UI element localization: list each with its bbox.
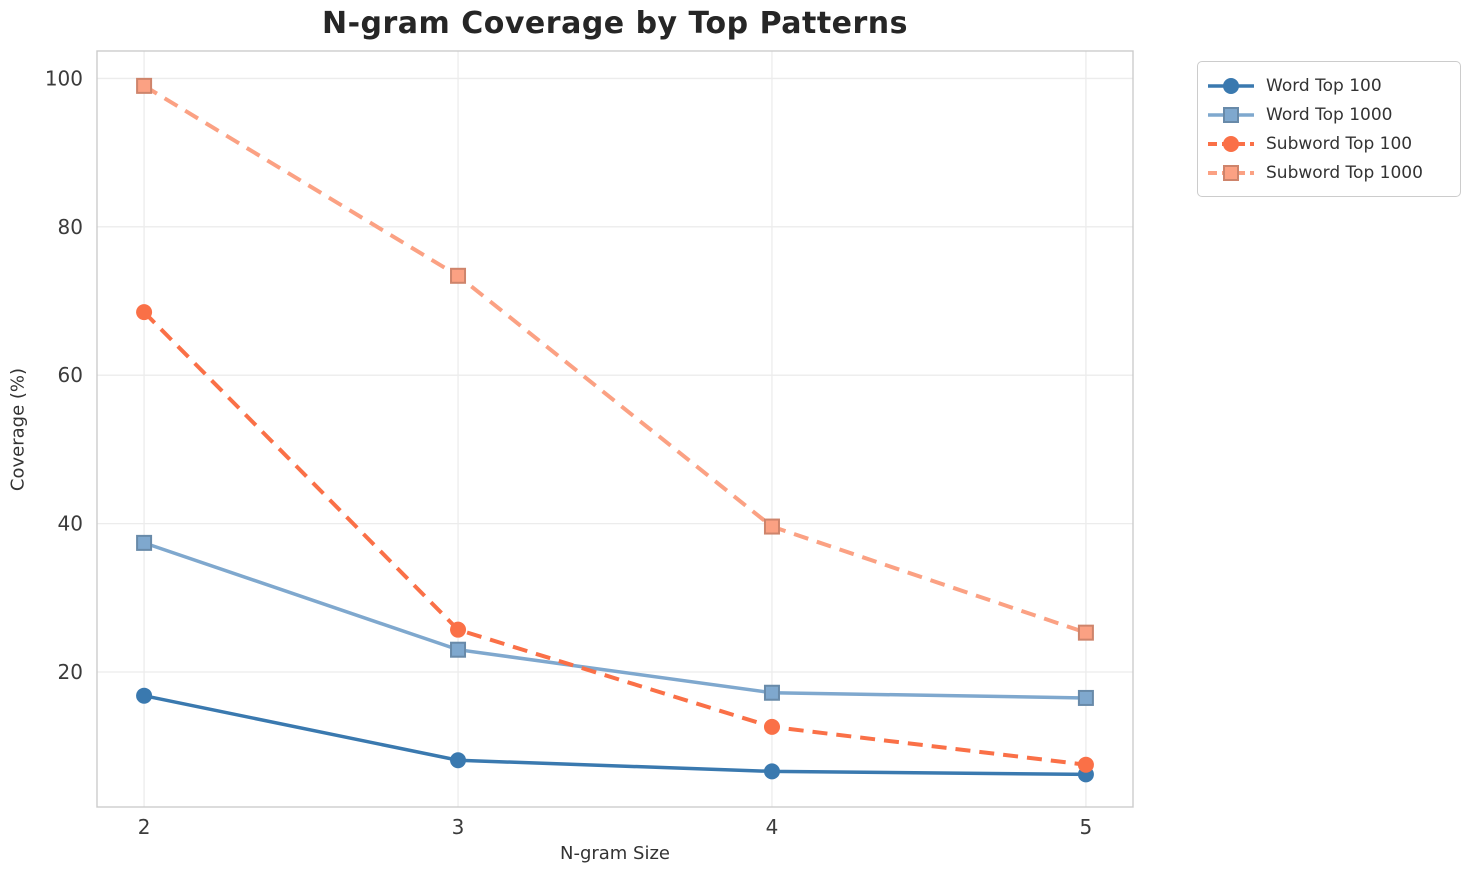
data-point-marker <box>1077 756 1094 773</box>
legend-label: Word Top 1000 <box>1266 104 1393 125</box>
data-point-marker <box>763 518 780 535</box>
legend: Word Top 100 Word Top 1000 Subword Top 100… <box>1197 61 1461 197</box>
y-tick-label: 80 <box>58 215 83 239</box>
data-point-marker <box>450 752 467 769</box>
data-point-marker <box>763 718 780 735</box>
x-tick-label: 5 <box>1080 815 1093 839</box>
legend-line-sample <box>1208 164 1254 181</box>
legend-item-subword-top-100: Subword Top 100 <box>1207 129 1446 158</box>
series-line-word-top-1000 <box>143 541 1086 700</box>
data-point-marker <box>450 267 467 284</box>
series-line-word-top-100 <box>143 694 1086 777</box>
y-axis-label: Coverage (%) <box>7 367 29 492</box>
x-tick-label: 4 <box>766 815 779 839</box>
data-point-marker <box>136 77 153 94</box>
series-line-subword-top-100 <box>142 310 1087 767</box>
legend-label: Word Top 100 <box>1266 75 1382 96</box>
data-point-marker <box>136 534 153 551</box>
y-tick-label: 20 <box>58 660 83 684</box>
legend-line-sample <box>1208 77 1254 94</box>
legend-label: Subword Top 1000 <box>1266 162 1423 183</box>
legend-item-word-top-1000: Word Top 1000 <box>1207 100 1446 129</box>
series-line-subword-top-1000 <box>143 84 1087 635</box>
legend-label: Subword Top 100 <box>1266 133 1413 154</box>
legend-item-word-top-100: Word Top 100 <box>1207 71 1446 100</box>
data-point-marker <box>1077 624 1094 641</box>
x-axis-label: N-gram Size <box>559 843 671 864</box>
legend-line-sample <box>1208 106 1254 123</box>
data-point-marker <box>450 641 467 658</box>
data-point-marker <box>763 684 780 701</box>
data-point-marker <box>450 621 467 638</box>
data-point-marker <box>763 763 780 780</box>
y-tick-label: 60 <box>58 363 83 387</box>
plot-border <box>96 50 1134 808</box>
y-tick-label: 40 <box>58 512 83 536</box>
legend-line-sample <box>1208 135 1254 152</box>
legend-item-subword-top-1000: Subword Top 1000 <box>1207 158 1446 187</box>
data-point-marker <box>136 687 153 704</box>
data-point-marker <box>1077 689 1094 706</box>
chart-title: N-gram Coverage by Top Patterns <box>321 6 909 41</box>
x-tick-label: 2 <box>138 815 151 839</box>
x-tick-label: 3 <box>452 815 465 839</box>
y-tick-label: 100 <box>45 66 83 90</box>
data-point-marker <box>136 304 153 321</box>
